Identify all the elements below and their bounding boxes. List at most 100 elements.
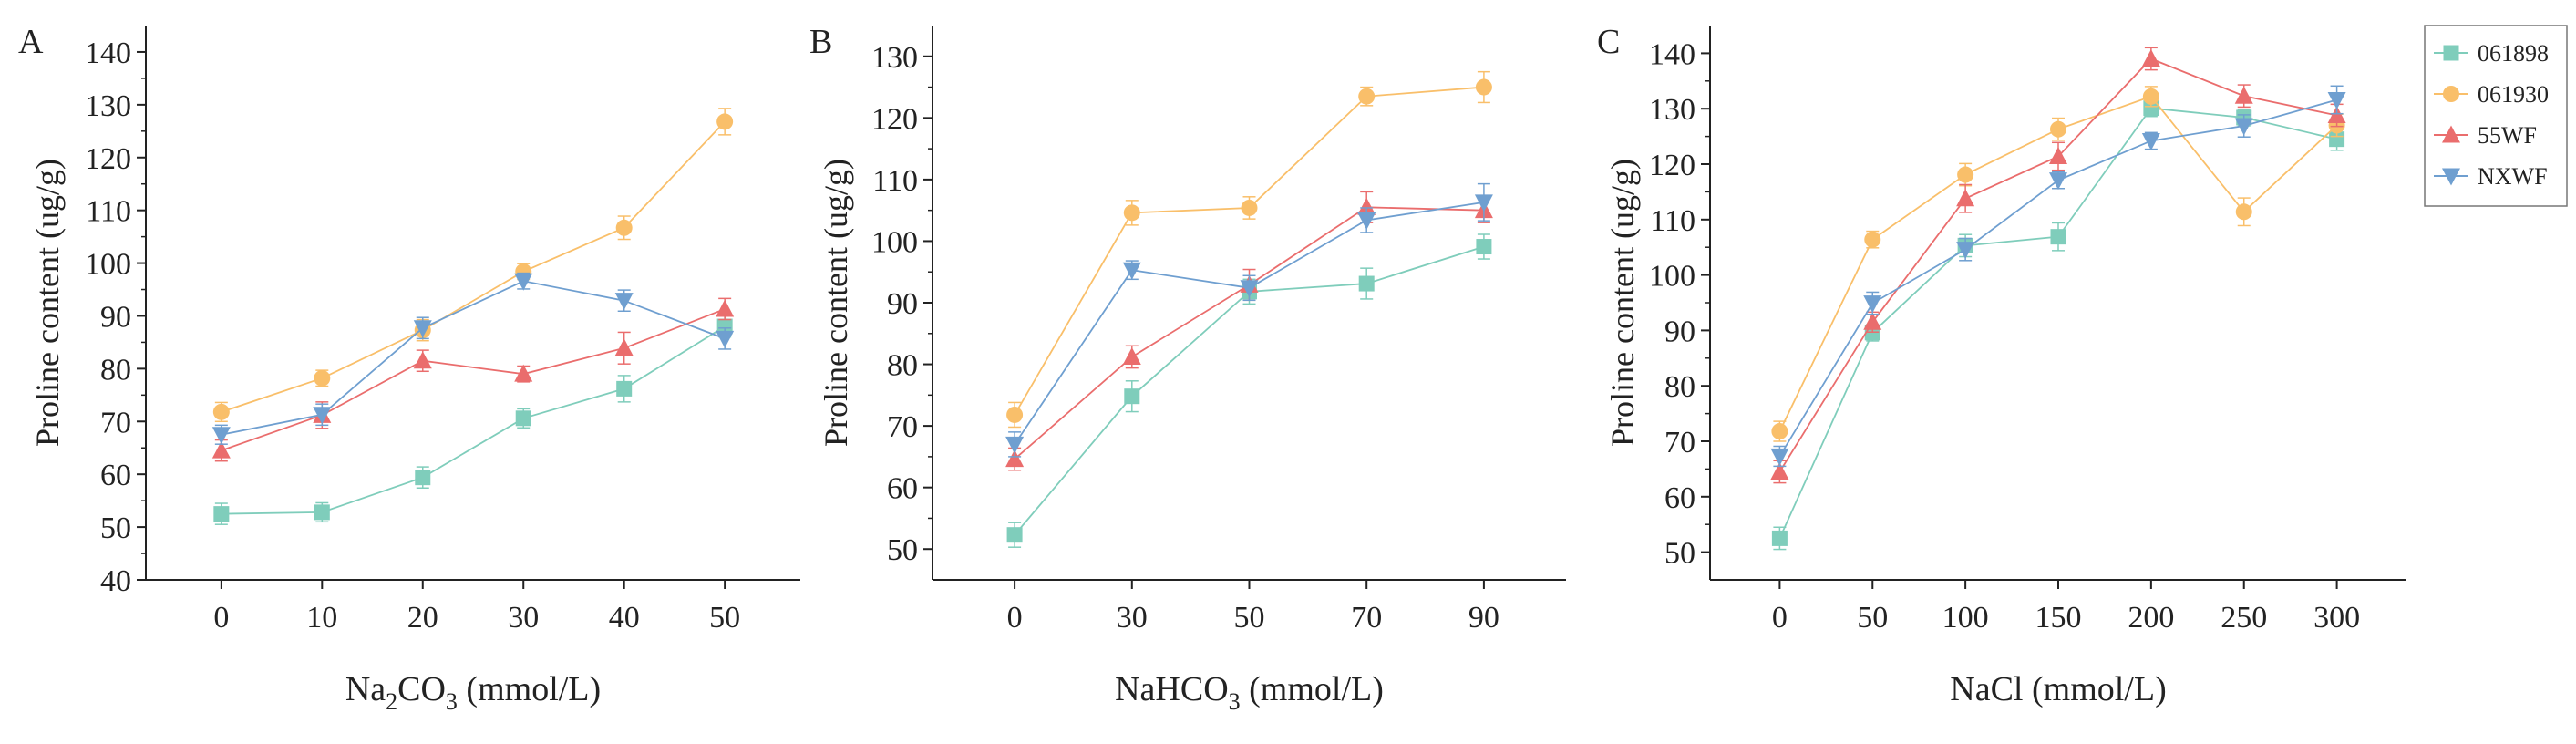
- data-point: [1357, 197, 1376, 215]
- legend-entry: NXWF: [2434, 163, 2548, 190]
- series-line: [1014, 201, 1485, 445]
- legend-entry: 061930: [2434, 81, 2549, 108]
- x-tick-label: 200: [2128, 601, 2174, 635]
- x-tick-label: 300: [2313, 601, 2360, 635]
- data-point: [2329, 131, 2345, 148]
- x-tick-label: 70: [1351, 601, 1382, 635]
- data-point: [1358, 275, 1375, 292]
- data-point: [413, 320, 432, 338]
- data-point: [1770, 448, 1789, 466]
- x-tick-label: 40: [609, 601, 640, 635]
- y-tick-label: 100: [85, 248, 131, 282]
- data-point: [514, 273, 533, 291]
- x-axis-label-part: (mmol/L): [458, 670, 601, 708]
- y-tick-label: 120: [85, 142, 131, 176]
- y-tick-label: 80: [100, 353, 131, 387]
- series-NXWF: [211, 272, 735, 445]
- legend-marker: [2442, 168, 2460, 186]
- data-point: [2049, 146, 2067, 164]
- data-point: [413, 351, 432, 369]
- data-point: [2327, 91, 2346, 109]
- data-point: [1357, 212, 1376, 230]
- series-55WF: [1770, 46, 2346, 484]
- data-point: [212, 403, 230, 420]
- panel-B: B 50 60 70 80 90 100 110 120 130 0 30 50 70 90 Proline …: [809, 23, 1566, 715]
- x-tick-label: 0: [213, 601, 229, 635]
- data-point: [1005, 436, 1025, 454]
- data-point: [1956, 189, 1975, 207]
- y-tick-label: 130: [871, 41, 918, 75]
- data-point: [716, 330, 735, 348]
- legend-label: 061898: [2478, 40, 2549, 67]
- x-axis-label-part: NaHCO: [1115, 670, 1229, 708]
- y-tick-label: 140: [1649, 37, 1695, 71]
- series-55WF: [211, 297, 735, 462]
- y-tick-label: 100: [1649, 260, 1695, 294]
- legend-marker: [2442, 125, 2460, 143]
- x-tick-label: 30: [508, 601, 539, 635]
- legend-label: 061930: [2478, 81, 2549, 108]
- y-tick-label: 90: [1664, 315, 1695, 348]
- y-tick-label: 110: [86, 195, 131, 229]
- y-tick-label: 70: [100, 406, 131, 439]
- y-tick-label: 140: [85, 36, 131, 70]
- legend: 061898 061930 55WF NXWF: [2424, 25, 2568, 207]
- data-point: [2235, 203, 2252, 221]
- x-tick-label: 250: [2221, 601, 2267, 635]
- y-tick-label: 80: [887, 349, 918, 383]
- data-point: [1122, 262, 1141, 280]
- data-point: [1476, 239, 1492, 255]
- data-point: [1122, 346, 1141, 365]
- x-axis-label-part: Na: [345, 670, 386, 708]
- data-point: [213, 506, 230, 522]
- data-point: [314, 369, 331, 387]
- data-point: [2050, 229, 2066, 245]
- data-point: [211, 440, 231, 459]
- y-tick-label: 100: [871, 225, 918, 259]
- data-point: [2141, 48, 2160, 67]
- panel-C: C 50 60 70 80 90 100 110 120 130 140 0 50 100 150 200 25…: [1597, 23, 2406, 708]
- data-point: [1864, 231, 1881, 248]
- data-point: [2327, 105, 2346, 123]
- x-tick-label: 10: [306, 601, 337, 635]
- x-axis-label-part: NaCl (mmol/L): [1950, 670, 2166, 708]
- data-point: [1241, 199, 1258, 216]
- data-point: [515, 410, 531, 427]
- data-point: [1770, 461, 1789, 480]
- legend-marker: [2443, 45, 2459, 61]
- y-tick-label: 110: [1650, 204, 1695, 238]
- data-point: [2234, 118, 2253, 136]
- data-point: [614, 293, 634, 311]
- data-point: [1475, 78, 1492, 96]
- series-061898: [213, 315, 733, 525]
- x-tick-label: 20: [407, 601, 438, 635]
- series-line: [221, 326, 726, 515]
- series-NXWF: [1005, 182, 1493, 458]
- x-tick-label: 30: [1117, 601, 1148, 635]
- y-tick-label: 60: [1664, 481, 1695, 515]
- x-axis-label-part: 3: [1229, 688, 1241, 715]
- series-line: [1014, 206, 1484, 460]
- y-axis-label: Proline content (ug/g): [818, 159, 854, 447]
- data-point: [2141, 132, 2160, 150]
- x-tick-label: 50: [1234, 601, 1265, 635]
- data-point: [1240, 280, 1259, 298]
- x-tick-label: 50: [1857, 601, 1888, 635]
- x-axis-label-part: CO: [397, 670, 446, 708]
- legend-entry: 55WF: [2434, 122, 2537, 149]
- panel-label: C: [1597, 23, 1620, 61]
- y-tick-label: 60: [100, 459, 131, 492]
- data-point: [716, 113, 734, 130]
- legend-entry: 061898: [2434, 40, 2549, 67]
- x-axis-label: NaHCO3 (mmol/L): [1115, 670, 1384, 715]
- y-tick-label: 50: [100, 512, 131, 545]
- y-tick-label: 70: [887, 410, 918, 444]
- x-tick-label: 100: [1942, 601, 1989, 635]
- data-point: [1863, 295, 1882, 314]
- x-tick-label: 90: [1468, 601, 1499, 635]
- legend-label: NXWF: [2478, 163, 2548, 190]
- data-point: [1006, 527, 1023, 543]
- legend-marker: [2443, 86, 2459, 102]
- data-point: [1006, 406, 1024, 423]
- y-tick-label: 50: [887, 533, 918, 567]
